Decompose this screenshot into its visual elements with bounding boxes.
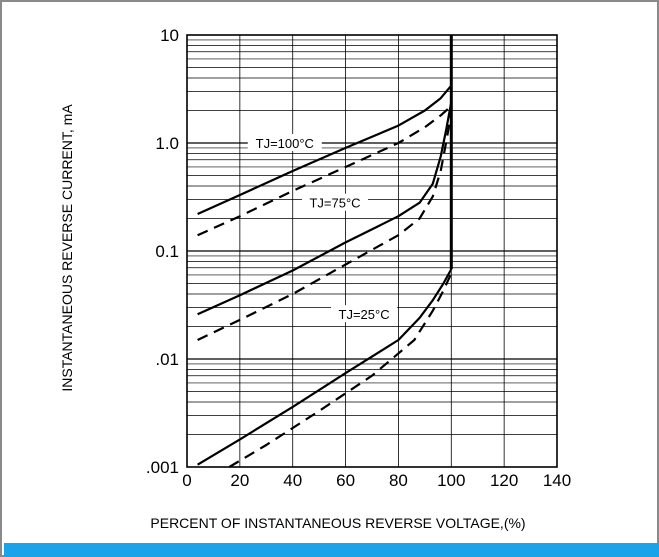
y-tick-label: 10 — [160, 26, 179, 45]
x-tick-label: 20 — [230, 471, 249, 490]
series-line — [197, 84, 453, 216]
annotation-background — [331, 305, 398, 323]
x-tick-label: 40 — [283, 471, 302, 490]
y-tick-label: .001 — [146, 458, 179, 477]
annotation-background — [302, 193, 368, 211]
x-tick-label: 60 — [336, 471, 355, 490]
x-tick-label: 0 — [182, 471, 191, 490]
annotation-background — [247, 134, 322, 151]
annotation-label: TJ=75°C — [309, 196, 360, 211]
y-tick-label: 1.0 — [155, 134, 179, 153]
x-axis-label: PERCENT OF INSTANTANEOUS REVERSE VOLTAGE… — [150, 515, 525, 531]
y-tick-label: .01 — [155, 350, 179, 369]
annotation-label: TJ=100°C — [256, 136, 314, 151]
x-tick-label: 100 — [437, 471, 465, 490]
y-tick-label: 0.1 — [155, 242, 179, 261]
x-tick-label: 140 — [543, 471, 571, 490]
series-line — [197, 112, 453, 341]
series-line — [228, 272, 453, 468]
series-line — [197, 268, 453, 466]
y-axis-label: INSTANTANEOUS REVERSE CURRENT, mA — [59, 104, 75, 392]
footer-accent-bar — [4, 543, 659, 557]
x-tick-label: 120 — [490, 471, 518, 490]
annotation-label: TJ=25°C — [339, 307, 390, 322]
series-line — [197, 105, 453, 237]
reverse-current-chart: INSTANTANEOUS REVERSE CURRENT, mA PERCEN… — [59, 26, 571, 531]
x-tick-label: 80 — [389, 471, 408, 490]
series-line — [197, 101, 453, 316]
